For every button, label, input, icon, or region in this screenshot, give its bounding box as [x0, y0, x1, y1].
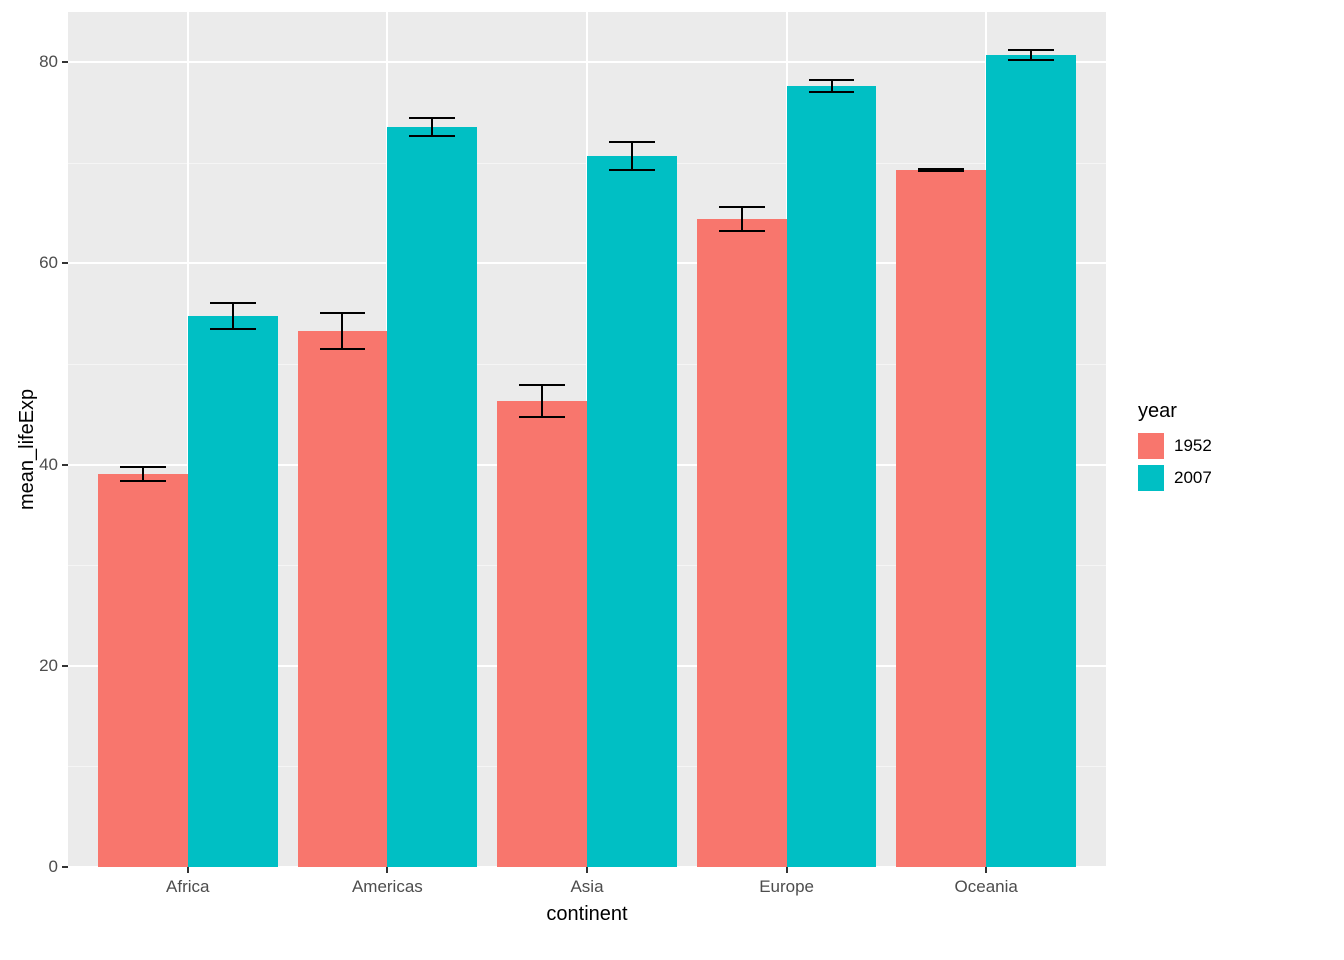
errorbar-cap	[609, 169, 655, 171]
errorbar-cap	[519, 384, 565, 386]
errorbar-cap	[1008, 59, 1054, 61]
errorbar-stem	[142, 467, 144, 481]
x-axis-title: continent	[546, 903, 627, 926]
errorbar-cap	[609, 141, 655, 143]
legend: year 1952 2007	[1138, 400, 1212, 497]
plot-area	[68, 12, 1106, 867]
legend-swatch-2007	[1138, 465, 1164, 491]
errorbar-cap	[918, 170, 964, 172]
x-tick-label-oceania: Oceania	[955, 877, 1018, 897]
y-tick	[62, 464, 68, 466]
y-tick	[62, 61, 68, 63]
errorbar-cap	[519, 416, 565, 418]
bar-europe-2007	[787, 86, 877, 867]
y-tick-label: 40	[39, 455, 58, 475]
errorbar-cap	[719, 206, 765, 208]
errorbar-cap	[809, 91, 855, 93]
legend-label-1952: 1952	[1174, 436, 1212, 456]
x-tick-label-asia: Asia	[570, 877, 603, 897]
bar-africa-2007	[188, 316, 278, 867]
bar-asia-1952	[497, 401, 587, 867]
y-tick	[62, 665, 68, 667]
errorbar-cap	[719, 230, 765, 232]
errorbar-cap	[409, 117, 455, 119]
errorbar-stem	[631, 142, 633, 170]
y-axis-title: mean_lifeExp	[16, 388, 39, 509]
y-tick	[62, 866, 68, 868]
errorbar-stem	[741, 207, 743, 231]
errorbar-stem	[541, 385, 543, 417]
x-tick	[786, 867, 788, 873]
x-tick	[386, 867, 388, 873]
errorbar-cap	[809, 79, 855, 81]
errorbar-cap	[210, 328, 256, 330]
errorbar-cap	[918, 168, 964, 170]
bar-oceania-1952	[896, 170, 986, 867]
bar-americas-2007	[387, 127, 477, 867]
y-tick	[62, 262, 68, 264]
x-tick-label-europe: Europe	[759, 877, 814, 897]
errorbar-cap	[320, 348, 366, 350]
errorbar-stem	[431, 118, 433, 136]
legend-item-2007: 2007	[1138, 465, 1212, 491]
errorbar-cap	[1008, 49, 1054, 51]
y-tick-label: 20	[39, 656, 58, 676]
x-tick-label-americas: Americas	[352, 877, 423, 897]
bar-asia-2007	[587, 156, 677, 867]
x-tick	[586, 867, 588, 873]
legend-item-1952: 1952	[1138, 433, 1212, 459]
bar-africa-1952	[98, 474, 188, 867]
bar-oceania-2007	[986, 55, 1076, 867]
x-tick	[187, 867, 189, 873]
legend-title: year	[1138, 400, 1212, 423]
x-tick	[985, 867, 987, 873]
y-tick-label: 80	[39, 52, 58, 72]
chart-container: mean_lifeExp continent year 1952 2007 0 2…	[0, 0, 1344, 960]
errorbar-cap	[409, 135, 455, 137]
errorbar-cap	[120, 466, 166, 468]
errorbar-stem	[232, 303, 234, 329]
errorbar-cap	[120, 480, 166, 482]
bar-europe-1952	[697, 219, 787, 867]
errorbar-stem	[341, 313, 343, 349]
errorbar-cap	[320, 312, 366, 314]
legend-label-2007: 2007	[1174, 468, 1212, 488]
legend-swatch-1952	[1138, 433, 1164, 459]
bar-americas-1952	[298, 331, 388, 867]
x-tick-label-africa: Africa	[166, 877, 209, 897]
errorbar-cap	[210, 302, 256, 304]
y-tick-label: 0	[49, 857, 58, 877]
y-tick-label: 60	[39, 253, 58, 273]
